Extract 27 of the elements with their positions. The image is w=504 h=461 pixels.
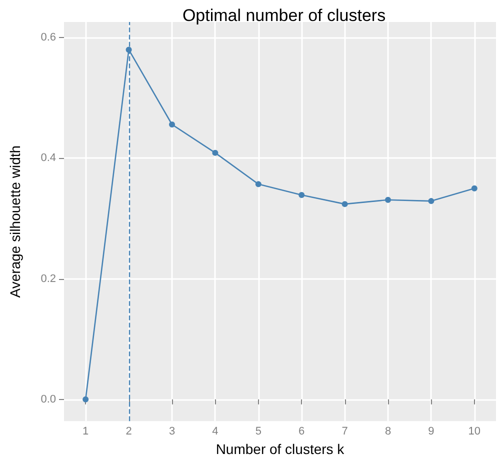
- point: [471, 185, 478, 192]
- point: [82, 396, 89, 402]
- x-tick-label: 2: [126, 426, 132, 438]
- x-tick-label: 1: [82, 426, 89, 438]
- point: [385, 196, 391, 203]
- point: [298, 192, 305, 198]
- point: [126, 46, 132, 53]
- y-tick-label: 0.2: [40, 272, 56, 285]
- point: [428, 198, 434, 204]
- x-tick-label: 9: [428, 426, 434, 438]
- x-tick-label: 5: [255, 426, 262, 438]
- chart-title: Optimal number of clusters: [182, 6, 386, 25]
- y-tick-label: 0.6: [40, 32, 56, 44]
- x-tick-label: 10: [468, 426, 481, 438]
- point: [342, 201, 348, 208]
- x-tick-label: 4: [212, 426, 218, 438]
- point: [212, 150, 218, 156]
- x-tick-label: 6: [298, 426, 305, 438]
- y-tick-label: 0.4: [40, 152, 56, 164]
- x-tick-label: 8: [384, 426, 392, 438]
- point: [255, 181, 262, 188]
- x-axis-title: Number of clusters k: [216, 441, 346, 457]
- y-axis-title: Average silhouette width: [7, 145, 23, 298]
- x-tick-label: 3: [168, 426, 176, 438]
- x-tick-label: 7: [342, 426, 348, 438]
- y-tick-label: 0.0: [40, 393, 56, 406]
- point: [169, 121, 175, 128]
